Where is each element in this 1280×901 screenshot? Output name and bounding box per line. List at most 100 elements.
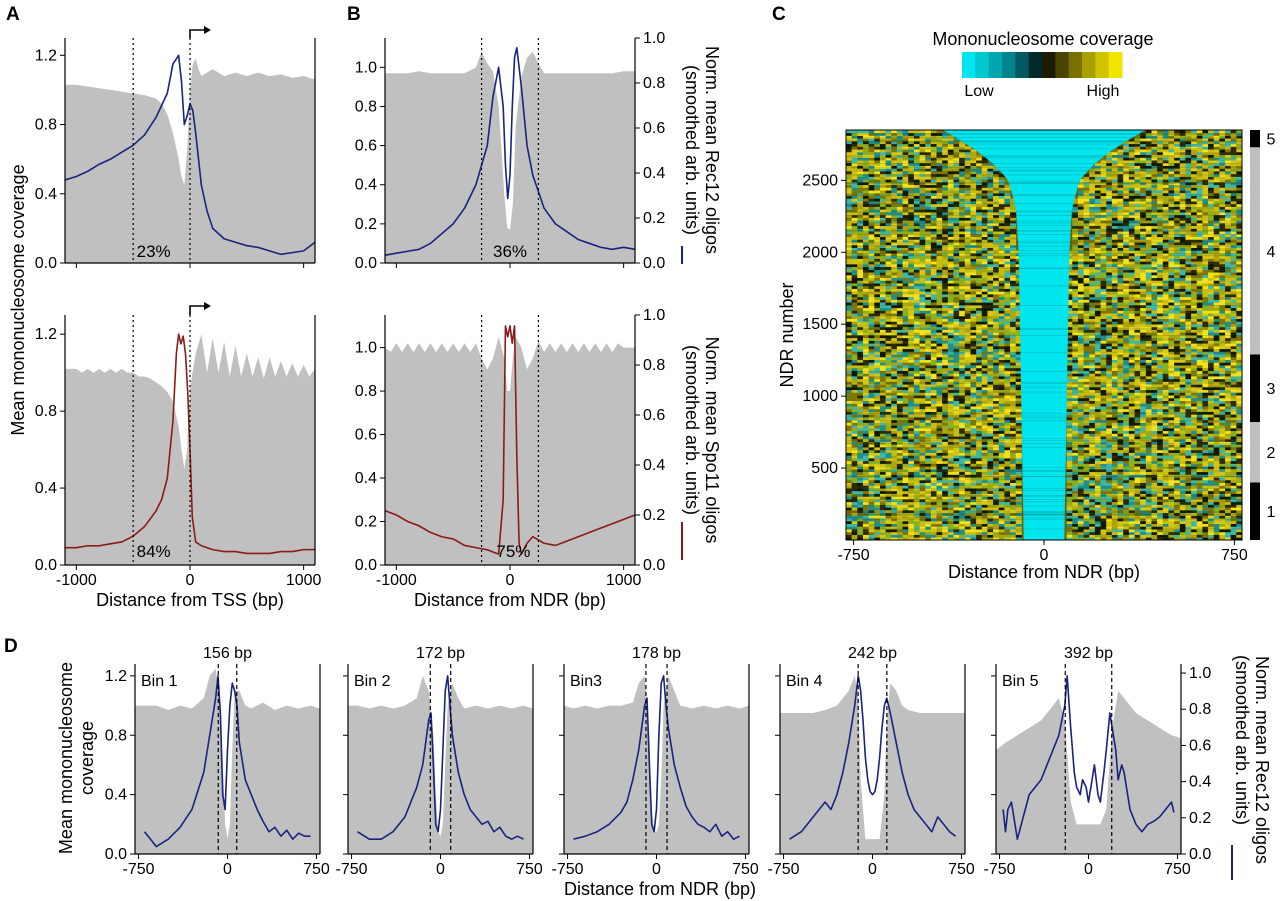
heatmap-cell xyxy=(947,474,954,478)
heatmap-cell xyxy=(919,354,926,358)
heatmap-cell xyxy=(987,403,994,407)
heatmap-cell xyxy=(868,479,875,483)
heatmap-cell xyxy=(1208,515,1215,519)
heatmap-cell xyxy=(1010,408,1017,412)
heatmap-cell xyxy=(976,471,983,475)
heatmap-cell xyxy=(1117,520,1124,524)
heatmap-cell xyxy=(930,482,937,486)
heatmap-cell xyxy=(1230,332,1237,336)
heatmap-cell xyxy=(908,515,915,519)
heatmap-cell xyxy=(1077,370,1084,374)
heatmap-cell xyxy=(1145,376,1152,380)
heatmap-cell xyxy=(1111,365,1118,369)
heatmap-cell xyxy=(1100,488,1107,492)
heatmap-cell xyxy=(942,365,949,369)
heatmap-cell xyxy=(891,518,898,522)
heatmap-cell xyxy=(1100,485,1107,489)
heatmap-cell xyxy=(1004,441,1011,445)
heatmap-cell xyxy=(1123,534,1130,538)
heatmap-cell xyxy=(1213,343,1220,347)
heatmap-cell xyxy=(1225,365,1232,369)
heatmap-cell xyxy=(1225,395,1232,399)
heatmap-cell xyxy=(987,340,994,344)
heatmap-cell xyxy=(987,389,994,393)
heatmap-cell xyxy=(913,455,920,459)
heatmap-cell xyxy=(1072,365,1079,369)
heatmap-cell xyxy=(1089,362,1096,366)
heatmap-cell xyxy=(862,441,870,445)
heatmap-cell xyxy=(885,356,892,360)
heatmap-cell xyxy=(1111,337,1118,341)
heatmap-cell xyxy=(925,417,932,421)
heatmap-cell xyxy=(1185,389,1192,393)
heatmap-cell xyxy=(851,468,858,473)
heatmap-cell xyxy=(1191,389,1198,393)
heatmap-cell xyxy=(1100,422,1107,426)
heatmap-cell xyxy=(1213,348,1220,352)
heatmap-cell xyxy=(1004,529,1011,533)
heatmap-cell xyxy=(947,512,954,516)
heatmap-cell xyxy=(1151,509,1158,514)
heatmap-cell xyxy=(1151,427,1158,432)
heatmap-cell xyxy=(1066,534,1073,538)
heatmap-cell xyxy=(964,496,971,500)
heatmap-cell xyxy=(919,468,926,473)
heatmap-cell xyxy=(1111,332,1118,336)
tss-arrowhead-icon xyxy=(204,302,211,310)
heatmap-cell xyxy=(1015,417,1022,421)
heatmap-cell xyxy=(1225,335,1232,339)
heatmap-cell xyxy=(1208,488,1215,492)
heatmap-cell xyxy=(925,515,932,519)
heatmap-cell xyxy=(1236,392,1242,396)
panel-letter-c: C xyxy=(772,4,786,25)
heatmap-cell xyxy=(1202,515,1209,519)
heatmap-cell xyxy=(1236,378,1242,382)
heatmap-cell xyxy=(930,452,937,456)
heatmap-cell xyxy=(930,348,937,352)
heatmap-cell xyxy=(1094,436,1101,440)
heatmap-cell xyxy=(976,326,983,330)
heatmap-cell xyxy=(862,386,870,391)
heatmap-cell xyxy=(851,343,858,347)
heatmap-cell xyxy=(885,471,892,475)
heatmap-cell xyxy=(1015,389,1022,393)
heatmap-cell xyxy=(902,408,909,412)
heatmap-cell xyxy=(1225,529,1232,533)
heatmap-cell xyxy=(1077,419,1084,423)
heatmap-cell xyxy=(857,397,864,401)
heatmap-cell xyxy=(959,354,966,358)
heatmap-cell xyxy=(1083,356,1090,360)
heatmap-cell xyxy=(925,365,932,369)
heatmap-cell xyxy=(885,531,892,535)
heatmap-cell xyxy=(964,452,971,456)
heatmap-cell xyxy=(1179,373,1186,377)
heatmap-cell xyxy=(1004,468,1011,473)
heatmap-cell xyxy=(1140,449,1147,453)
heatmap-cell xyxy=(1208,381,1215,385)
heatmap-cell xyxy=(1111,526,1118,530)
heatmap-cell xyxy=(1174,378,1181,382)
heatmap-cell xyxy=(868,356,875,360)
heatmap-cell xyxy=(1202,507,1209,511)
heatmap-cell xyxy=(1236,438,1242,442)
heatmap-cell xyxy=(1157,343,1164,347)
heatmap-cell xyxy=(964,376,971,380)
heatmap-cell xyxy=(1083,496,1090,500)
heatmap-cell xyxy=(1094,348,1101,352)
heatmap-cell xyxy=(1213,479,1220,483)
heatmap-cell xyxy=(1015,395,1022,399)
heatmap-cell xyxy=(1168,425,1175,429)
heatmap-cell xyxy=(1111,425,1118,429)
heatmap-cell xyxy=(1140,367,1147,371)
heatmap-cell xyxy=(1015,414,1022,418)
heatmap-cell xyxy=(1077,512,1084,516)
heatmap-cell xyxy=(908,335,915,339)
heatmap-cell xyxy=(891,468,898,473)
heatmap-cell xyxy=(1157,411,1164,415)
heatmap-cell xyxy=(976,329,983,333)
heatmap-cell xyxy=(1168,531,1175,535)
heatmap-cell xyxy=(919,430,926,434)
heatmap-cell xyxy=(1015,392,1022,396)
heatmap-cell xyxy=(1225,411,1232,415)
heatmap-cell xyxy=(1106,326,1113,330)
